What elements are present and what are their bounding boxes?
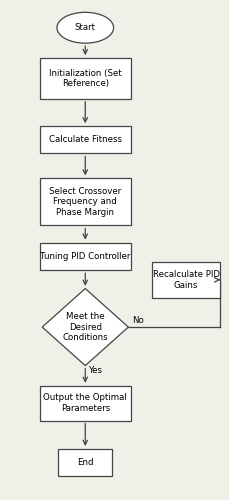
FancyBboxPatch shape — [40, 386, 130, 420]
FancyBboxPatch shape — [151, 262, 219, 298]
FancyBboxPatch shape — [40, 58, 130, 99]
Polygon shape — [42, 288, 128, 366]
FancyBboxPatch shape — [40, 243, 130, 270]
FancyBboxPatch shape — [40, 178, 130, 226]
Text: Select Crossover
Frequency and
Phase Margin: Select Crossover Frequency and Phase Mar… — [49, 187, 121, 216]
Text: Tuning PID Controller: Tuning PID Controller — [40, 252, 130, 261]
Text: Yes: Yes — [88, 366, 102, 375]
Text: Initialization (Set
Reference): Initialization (Set Reference) — [49, 69, 121, 88]
Text: Recalculate PID
Gains: Recalculate PID Gains — [152, 270, 219, 289]
Text: Calculate Fitness: Calculate Fitness — [49, 135, 121, 144]
Text: Meet the
Desired
Conditions: Meet the Desired Conditions — [62, 312, 108, 342]
Text: No: No — [131, 316, 143, 325]
Text: Output the Optimal
Parameters: Output the Optimal Parameters — [43, 394, 127, 413]
Text: End: End — [77, 458, 93, 467]
FancyBboxPatch shape — [40, 126, 130, 154]
Ellipse shape — [57, 12, 113, 43]
Text: Start: Start — [74, 23, 95, 32]
FancyBboxPatch shape — [58, 448, 112, 476]
